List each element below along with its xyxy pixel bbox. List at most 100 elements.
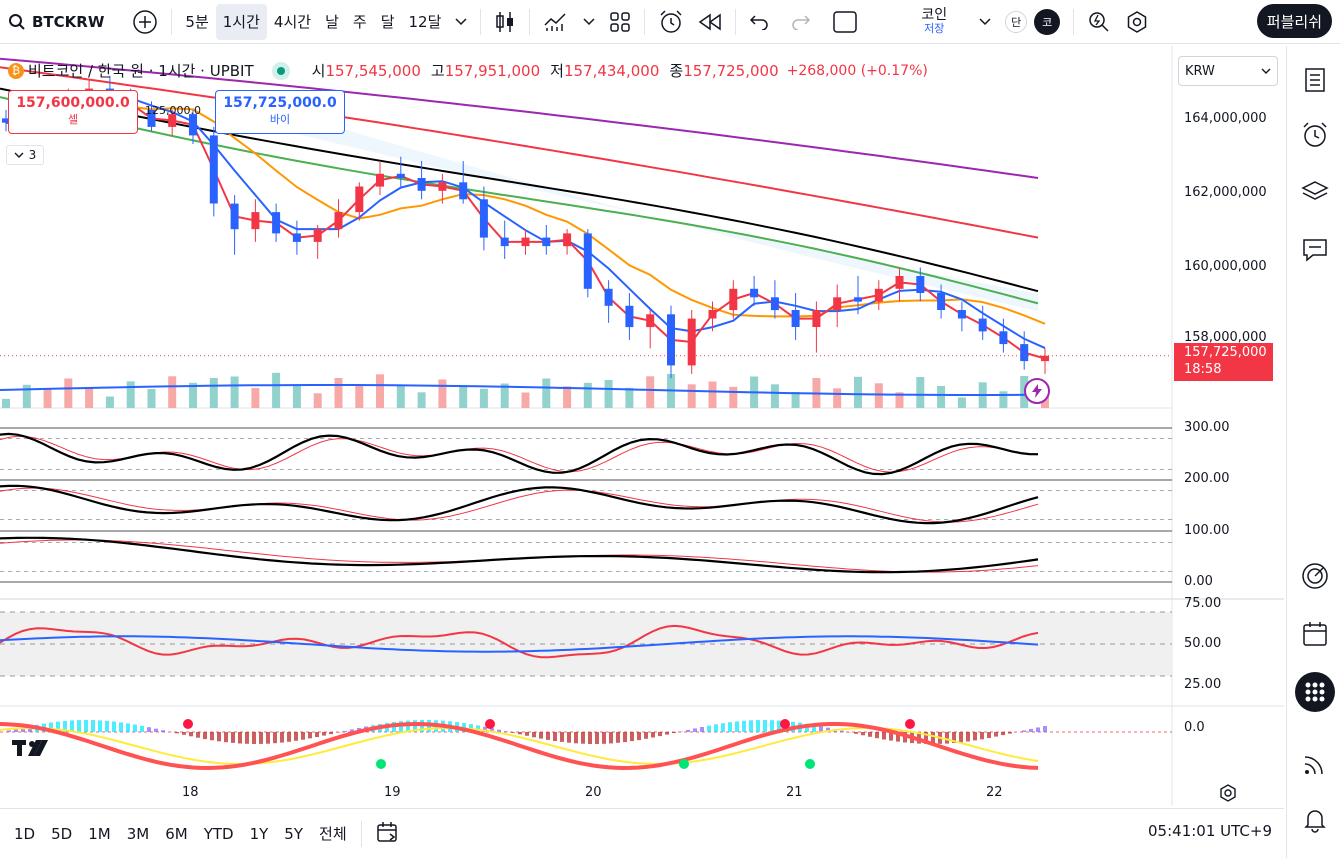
alert-button[interactable] [651, 0, 691, 44]
quick-search-button[interactable] [1080, 0, 1118, 44]
volume-bar [438, 379, 447, 408]
chat-icon[interactable] [1301, 236, 1329, 264]
layout-save[interactable]: 코인 저장 [914, 0, 954, 44]
calendar-icon[interactable] [1301, 620, 1329, 648]
price-axis-label: 162,000,000 [1184, 185, 1267, 200]
volume-bar [43, 388, 52, 409]
osc-hist-bar [105, 720, 109, 732]
candle-body [937, 293, 946, 310]
osc-hist-bar [147, 727, 151, 732]
osc-hist-bar [616, 732, 620, 743]
legend-low-value: 157,434,000 [563, 61, 660, 80]
range-all[interactable]: 전체 [319, 825, 347, 843]
symbol-search[interactable]: BTCKRW [0, 0, 111, 44]
osc-hist-bar [588, 732, 592, 744]
currency-select[interactable]: KRW [1178, 56, 1278, 86]
rsi-axis-label: 25.00 [1184, 677, 1222, 692]
top-toolbar: BTCKRW 5분 1시간 4시간 날 주 달 12달 코인 저장 [0, 0, 1340, 44]
osc-hist-bar [518, 732, 522, 735]
volume-bar [313, 393, 322, 409]
stoch-axis-label: 300.00 [1184, 420, 1230, 435]
redo-icon [792, 14, 811, 30]
layout-dropdown[interactable] [972, 0, 998, 44]
interval-12m[interactable]: 12달 [408, 13, 442, 31]
range-3m[interactable]: 3M [126, 824, 150, 843]
range-1d[interactable]: 1D [14, 824, 36, 843]
legend-title: 비트코인 / 한국 원 · 1시간 · UPBIT [28, 62, 254, 80]
sell-label: 셀 [67, 113, 79, 126]
clock-timezone[interactable]: 05:41:01 UTC+9 [1148, 822, 1272, 840]
interval-dropdown[interactable] [448, 0, 474, 44]
interval-5m[interactable]: 5분 [185, 13, 209, 31]
osc-hist-bar [294, 732, 298, 741]
chevron-down-icon [14, 152, 24, 158]
indicators-button[interactable] [536, 0, 576, 44]
candle-body [999, 331, 1008, 345]
dots-grid-icon [1305, 682, 1325, 702]
osc-hist-bar [483, 726, 487, 733]
redo-button[interactable] [784, 0, 818, 44]
osc-wave-line [0, 721, 1039, 771]
range-5d[interactable]: 5D [51, 824, 73, 843]
publish-button[interactable]: 퍼블리쉬 [1256, 4, 1332, 38]
lightning-alert-button[interactable] [1024, 378, 1050, 404]
osc-hist-bar [756, 720, 760, 732]
stream-icon[interactable] [1301, 750, 1329, 778]
candle-body [770, 297, 779, 311]
divider [480, 8, 482, 35]
candle-body [625, 305, 634, 328]
candle-body [230, 203, 239, 230]
sell-button[interactable]: 157,600,000.0 셀 [8, 90, 138, 134]
osc-hist-bar [644, 732, 648, 739]
osc-hist-bar [7, 730, 11, 733]
interval-month[interactable]: 달 [380, 13, 395, 31]
range-1y[interactable]: 1Y [249, 824, 269, 843]
replay-button[interactable] [691, 0, 729, 44]
indicators-dropdown[interactable] [576, 0, 602, 44]
interval-4h[interactable]: 4시간 [273, 13, 312, 31]
settings-button[interactable] [1118, 0, 1156, 44]
range-ytd[interactable]: YTD [203, 824, 234, 843]
candlestick-icon [496, 11, 514, 32]
legend-close-value: 157,725,000 [683, 61, 779, 80]
bell-icon[interactable] [1301, 806, 1329, 834]
undo-button[interactable] [742, 0, 776, 44]
apps-button[interactable] [1295, 672, 1335, 712]
osc-hist-bar [119, 722, 123, 732]
layout-button[interactable] [602, 0, 638, 44]
alarm-clock-icon[interactable] [1301, 121, 1329, 149]
avatar-button[interactable]: 코 [1034, 0, 1067, 44]
osc-hist-bar [189, 732, 193, 737]
watchlist-icon[interactable] [1301, 66, 1329, 94]
osc-hist-bar [154, 728, 158, 732]
osc-hist-bar [686, 729, 690, 733]
layers-icon[interactable] [1301, 178, 1329, 206]
osc-hist-bar [882, 732, 886, 740]
interval-week[interactable]: 주 [352, 13, 367, 31]
goto-date-button[interactable] [368, 821, 408, 847]
interval-day[interactable]: 날 [325, 13, 339, 31]
target-icon[interactable] [1301, 562, 1329, 590]
indicator-collapse-button[interactable]: 3 [6, 145, 44, 165]
divider [644, 8, 646, 35]
candle-body [1020, 344, 1029, 362]
candle-type-button[interactable] [487, 0, 523, 44]
stoch-axis-label: 100.00 [1184, 523, 1230, 538]
chevron-down-icon [455, 17, 467, 25]
range-5y[interactable]: 5Y [284, 824, 304, 843]
range-1m[interactable]: 1M [88, 824, 111, 843]
range-6m[interactable]: 6M [165, 824, 188, 843]
volume-bar [417, 392, 426, 409]
buy-button[interactable]: 157,725,000.0 바이 [215, 90, 345, 134]
interval-1h[interactable]: 1시간 [215, 3, 267, 40]
compare-button[interactable] [125, 0, 165, 44]
candle-body [604, 288, 613, 306]
timeaxis-settings-button[interactable] [1218, 783, 1238, 807]
osc-hist-bar [672, 732, 676, 733]
osc-hist-bar [875, 732, 879, 739]
unit-badge-button[interactable]: 단 [998, 0, 1034, 44]
chart-canvas[interactable] [0, 46, 1284, 806]
osc-hist-bar [91, 720, 95, 732]
volume-bar [729, 386, 738, 409]
fullscreen-button[interactable] [826, 0, 864, 44]
